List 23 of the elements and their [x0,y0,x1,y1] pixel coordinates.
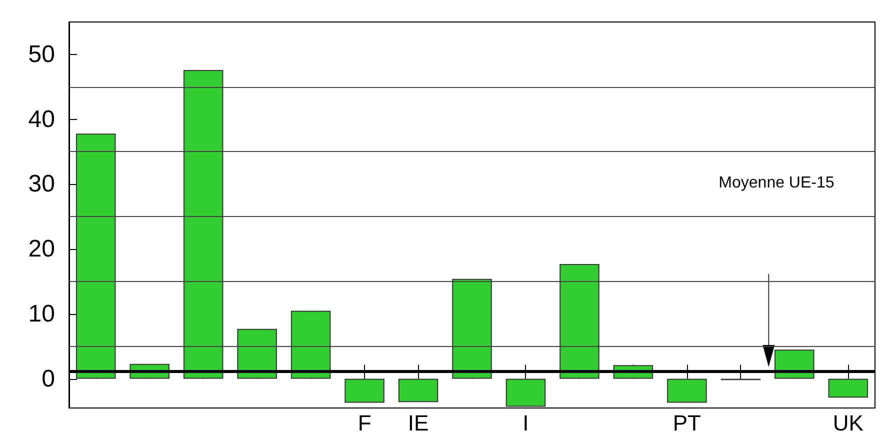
x-tick-label: PT [672,410,701,436]
y-tick-label: 30 [28,170,55,198]
x-tick-label: IE [408,410,429,436]
bar [452,278,492,379]
x-tick-label: UK [832,410,864,436]
bar [183,70,224,379]
bar [560,264,600,379]
bar [290,310,331,379]
bar [237,328,277,379]
bar [506,378,546,407]
y-tick-label: 0 [42,365,55,392]
y-tick-label: 50 [28,40,55,68]
bar [828,378,868,398]
ref-line-label: Moyenne UE-15 [718,174,834,192]
bar [398,378,438,402]
bar [76,134,116,379]
bar [344,378,384,403]
y-tick-label: 20 [28,236,55,263]
x-tick-label: I [522,410,529,436]
y-tick-label: 40 [28,106,55,133]
bar [667,378,707,403]
y-tick-label: 10 [28,300,55,328]
x-tick-label: F [358,410,372,436]
